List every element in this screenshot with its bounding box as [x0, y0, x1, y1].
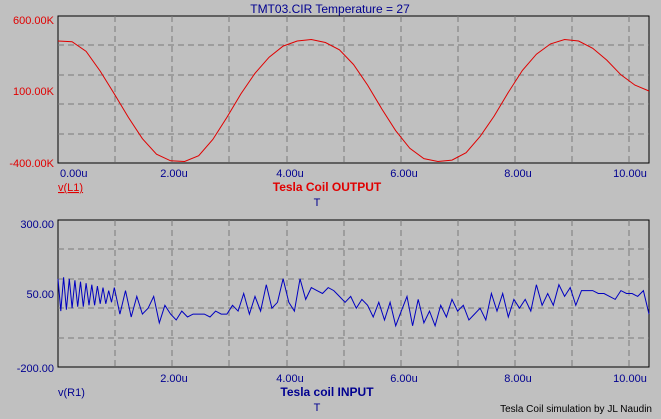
output-chart: 600.00K 100.00K -400.00K 0.00u 2.00u 4.0…	[9, 15, 650, 209]
input-series-line	[57, 277, 650, 328]
output-ytick-top: 600.00K	[13, 15, 55, 27]
input-chart: 300.00 50.00 -200.00 2.00u 4.00u 6.00u 8…	[17, 219, 650, 414]
input-xtick-6: 6.00u	[390, 373, 418, 385]
input-variable-label[interactable]: v(R1)	[58, 387, 85, 399]
output-variable-label[interactable]: v(L1)	[58, 182, 83, 194]
output-xtick-0: 0.00u	[60, 168, 88, 180]
window-title: TMT03.CIR Temperature = 27	[250, 2, 410, 16]
output-series-line	[57, 38, 650, 163]
output-xtick-6: 6.00u	[390, 168, 418, 180]
input-ytick-bottom: -200.00	[17, 363, 54, 375]
input-x-axis-label: T	[314, 402, 321, 414]
output-chart-title: Tesla Coil OUTPUT	[273, 180, 382, 194]
input-xtick-8: 8.00u	[504, 373, 532, 385]
output-ytick-mid: 100.00K	[13, 86, 55, 98]
output-xtick-2: 2.00u	[160, 168, 188, 180]
input-ytick-mid: 50.00	[26, 289, 54, 301]
input-xtick-4: 4.00u	[276, 373, 304, 385]
output-grid	[58, 16, 649, 163]
input-plot-area[interactable]	[57, 219, 650, 368]
output-xtick-4: 4.00u	[276, 168, 304, 180]
credit-text: Tesla Coil simulation by JL Naudin	[500, 404, 652, 415]
output-ytick-bottom: -400.00K	[9, 158, 54, 170]
output-x-axis-label: T	[314, 197, 321, 209]
output-xtick-8: 8.00u	[504, 168, 532, 180]
input-grid	[58, 220, 649, 367]
input-chart-title: Tesla coil INPUT	[280, 385, 374, 399]
input-ytick-top: 300.00	[20, 219, 54, 231]
output-xtick-10: 10.00u	[613, 168, 647, 180]
output-plot-area[interactable]	[57, 15, 650, 164]
input-xtick-2: 2.00u	[160, 373, 188, 385]
input-xtick-10: 10.00u	[613, 373, 647, 385]
